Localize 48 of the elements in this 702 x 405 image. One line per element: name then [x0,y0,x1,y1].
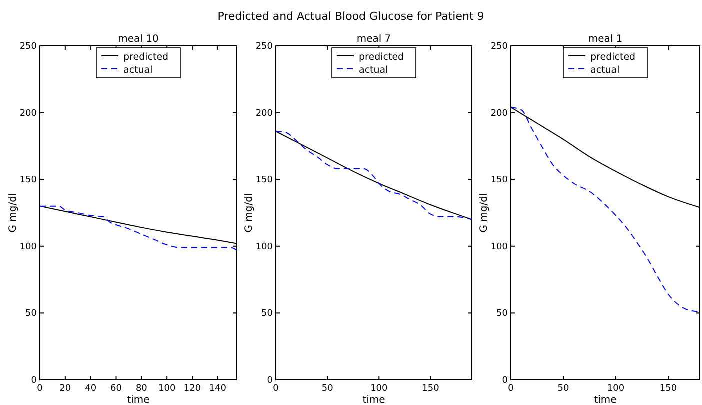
x-tick-label: 150 [660,384,678,394]
y-tick-label: 200 [256,108,274,119]
y-tick-label: 150 [20,176,38,186]
x-tick-label: 100 [607,384,625,394]
y-tick-label: 50 [496,309,508,320]
y-tick-label: 200 [490,108,508,119]
y-tick-label: 250 [490,42,508,52]
y-tick-label: 200 [20,108,38,119]
chart-subtitle: meal 7 [356,34,392,45]
y-tick-label: 50 [262,309,274,320]
y-axis-title: G mg/dl [244,193,255,233]
legend-label: predicted [124,52,169,63]
y-tick-label: 250 [256,42,274,52]
y-tick-label: 150 [490,176,508,186]
x-tick-label: 50 [322,384,334,394]
x-tick-label: 150 [422,384,440,394]
y-tick-label: 100 [20,242,38,252]
legend-label: predicted [590,52,636,63]
x-tick-label: 100 [370,384,388,394]
x-tick-label: 50 [558,384,570,394]
y-tick-label: 150 [256,176,274,186]
legend-label: predicted [359,52,404,63]
x-tick-label: 40 [85,384,97,394]
x-tick-label: 20 [60,384,72,394]
y-axis-title: G mg/dl [8,193,19,233]
line-series [510,106,700,312]
x-tick-label: 140 [209,384,227,394]
x-tick-label: 100 [158,384,176,394]
legend-label: actual [359,65,388,76]
y-tick-label: 0 [31,376,38,386]
y-axis-title: G mg/dl [479,193,490,233]
x-axis-title: time [362,395,386,405]
y-tick-label: 100 [490,242,508,252]
y-tick-label: 250 [20,42,38,52]
x-tick-label: 120 [184,384,202,394]
x-tick-label: 60 [110,384,122,394]
chart-subtitle: meal 1 [588,34,623,45]
legend-label: actual [590,65,620,76]
x-tick-label: 80 [136,384,148,394]
chart-subtitle: meal 10 [118,34,159,45]
chart-title: Predicted and Actual Blood Glucose for Patient 9 [218,10,484,23]
y-tick-label: 100 [256,242,274,252]
x-axis-title: time [127,395,150,405]
y-tick-label: 50 [26,309,38,320]
y-tick-label: 0 [502,376,508,386]
x-axis-title: time [594,395,617,405]
y-tick-label: 0 [267,376,274,386]
legend-label: actual [124,65,153,76]
